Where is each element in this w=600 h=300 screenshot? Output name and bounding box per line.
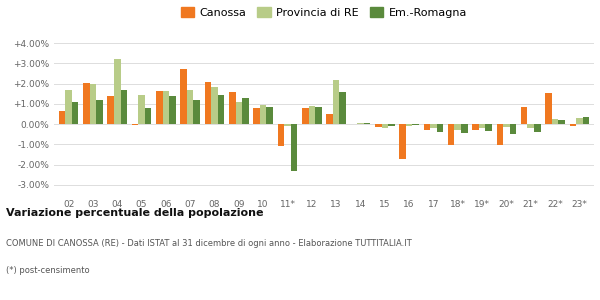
Bar [448, 124, 454, 146]
Bar [236, 102, 242, 124]
Bar [83, 82, 89, 124]
Bar [479, 124, 485, 128]
Bar [399, 124, 406, 158]
Bar [138, 95, 145, 124]
Bar [242, 98, 249, 124]
Bar [552, 119, 559, 124]
Bar [583, 117, 589, 124]
Bar [308, 106, 315, 124]
Bar [510, 124, 516, 134]
Bar [205, 82, 211, 124]
Bar [65, 90, 72, 124]
Bar [534, 124, 541, 132]
Bar [559, 120, 565, 124]
Bar [521, 107, 527, 124]
Bar [576, 118, 583, 124]
Bar [260, 105, 266, 124]
Bar [211, 87, 218, 124]
Bar [266, 107, 273, 124]
Bar [503, 124, 510, 127]
Bar [388, 124, 395, 126]
Bar [437, 124, 443, 132]
Bar [145, 108, 151, 124]
Bar [412, 124, 419, 125]
Bar [96, 100, 103, 124]
Bar [315, 107, 322, 124]
Bar [406, 124, 412, 126]
Bar [163, 91, 169, 124]
Bar [461, 124, 467, 133]
Bar [218, 95, 224, 124]
Bar [382, 124, 388, 128]
Bar [340, 92, 346, 124]
Bar [132, 124, 138, 125]
Bar [291, 124, 298, 171]
Bar [229, 92, 236, 124]
Bar [375, 124, 382, 127]
Bar [181, 69, 187, 124]
Bar [284, 124, 291, 126]
Bar [193, 100, 200, 124]
Bar [278, 124, 284, 146]
Bar [114, 59, 121, 124]
Text: (*) post-censimento: (*) post-censimento [6, 266, 89, 275]
Bar [326, 114, 333, 124]
Text: Variazione percentuale della popolazione: Variazione percentuale della popolazione [6, 208, 263, 218]
Bar [364, 123, 370, 124]
Bar [253, 108, 260, 124]
Bar [89, 84, 96, 124]
Bar [569, 124, 576, 126]
Bar [527, 124, 534, 128]
Bar [424, 124, 430, 130]
Bar [156, 91, 163, 124]
Bar [454, 124, 461, 130]
Bar [72, 102, 79, 124]
Bar [497, 124, 503, 146]
Bar [357, 123, 364, 124]
Bar [169, 96, 176, 124]
Bar [302, 108, 308, 124]
Bar [121, 90, 127, 124]
Bar [472, 124, 479, 130]
Bar [485, 124, 492, 131]
Text: COMUNE DI CANOSSA (RE) - Dati ISTAT al 31 dicembre di ogni anno - Elaborazione T: COMUNE DI CANOSSA (RE) - Dati ISTAT al 3… [6, 239, 412, 248]
Bar [187, 90, 193, 124]
Bar [333, 80, 340, 124]
Bar [545, 93, 552, 124]
Bar [430, 124, 437, 128]
Bar [107, 96, 114, 124]
Legend: Canossa, Provincia di RE, Em.-Romagna: Canossa, Provincia di RE, Em.-Romagna [176, 3, 472, 22]
Bar [59, 111, 65, 124]
